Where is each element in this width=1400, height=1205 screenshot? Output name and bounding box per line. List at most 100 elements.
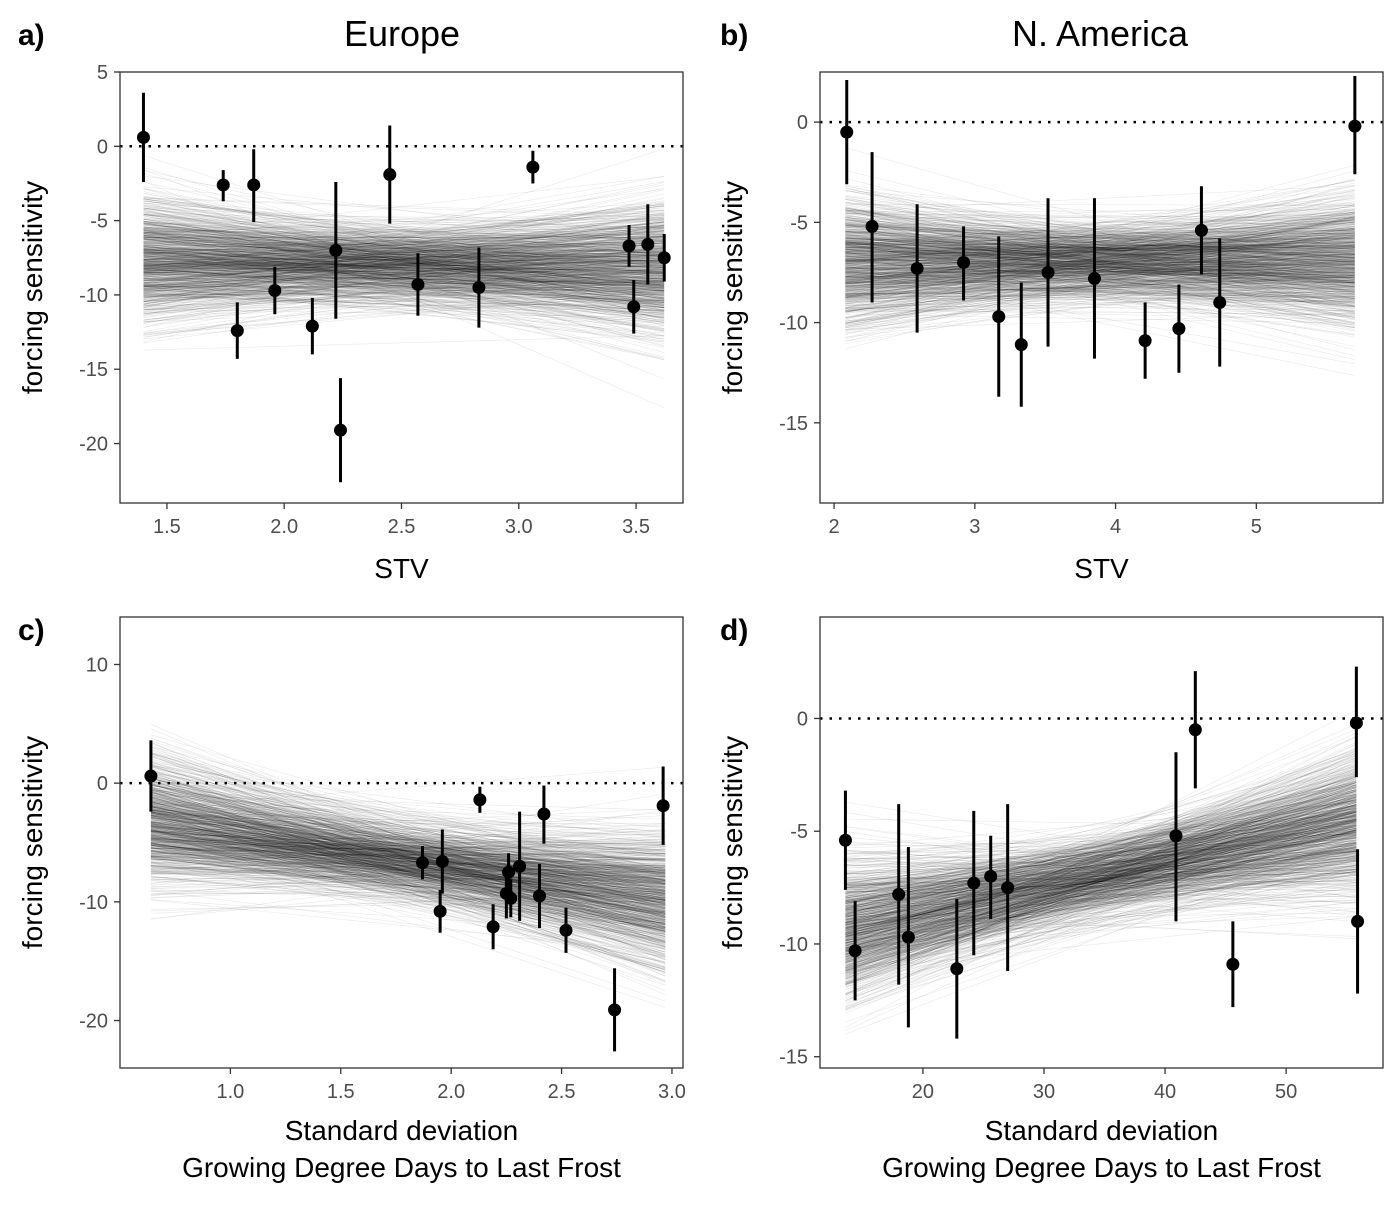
x-tick-label: 4 [1110, 516, 1121, 538]
x-axis-title: STV [1074, 553, 1129, 584]
point-marker [866, 220, 879, 233]
y-axis-title: forcing sensitivity [17, 181, 48, 394]
panel-b: 2 3 4 5 0 -5 -10 -15 b) N. America STV forcing sens… [717, 13, 1383, 584]
point-marker [957, 256, 970, 269]
panel-tag: a) [18, 19, 45, 52]
point-marker [334, 424, 347, 437]
data-point [1189, 671, 1202, 788]
x-axis-subtitle: Growing Degree Days to Last Frost [182, 1152, 621, 1183]
point-marker [306, 320, 319, 333]
point-marker [526, 161, 539, 174]
y-tick-label: -20 [79, 434, 108, 456]
x-tick-label: 3.0 [658, 1081, 686, 1103]
data-point [839, 791, 852, 890]
x-tick-label: 2 [829, 516, 840, 538]
point-marker [231, 324, 244, 337]
y-tick-label: -10 [79, 892, 108, 914]
data-point [334, 378, 347, 482]
point-marker [268, 284, 281, 297]
x-tick-label: 40 [1154, 1081, 1176, 1103]
x-tick-label: 1.5 [153, 516, 181, 538]
y-tick-label: 5 [97, 62, 108, 84]
data-point [473, 787, 486, 813]
x-tick-label: 1.0 [216, 1081, 244, 1103]
panel-tag: d) [720, 614, 748, 647]
x-tick-label: 1.5 [327, 1081, 355, 1103]
point-marker [1350, 716, 1363, 729]
x-axis-title: Standard deviation [285, 1115, 519, 1146]
x-tick-label: 3 [969, 516, 980, 538]
point-marker [504, 892, 517, 905]
y-tick-label: -15 [779, 413, 808, 435]
y-tick-label: 0 [97, 136, 108, 158]
point-marker [1042, 266, 1055, 279]
point-marker [1001, 881, 1014, 894]
data-point [840, 80, 853, 184]
x-axis-title: STV [374, 553, 429, 584]
data-point [217, 170, 230, 201]
x-tick-label: 3.0 [505, 516, 533, 538]
point-marker [416, 856, 429, 869]
y-tick-label: -15 [79, 359, 108, 381]
data-point [1350, 667, 1363, 777]
point-marker [1088, 272, 1101, 285]
point-marker [411, 278, 424, 291]
x-tick-label: 2.0 [270, 516, 298, 538]
y-tick-label: -10 [779, 934, 808, 956]
point-marker [473, 793, 486, 806]
panel-tag: b) [720, 19, 748, 52]
point-marker [383, 168, 396, 181]
y-tick-label: -5 [790, 821, 808, 843]
point-marker [849, 944, 862, 957]
point-marker [487, 920, 500, 933]
point-marker [658, 251, 671, 264]
y-tick-label: -5 [90, 211, 108, 233]
point-marker [1172, 322, 1185, 335]
y-axis-title: forcing sensitivity [717, 736, 748, 949]
point-marker [911, 262, 924, 275]
point-marker [657, 799, 670, 812]
point-marker [984, 870, 997, 883]
y-tick-label: 0 [97, 773, 108, 795]
data-point [1348, 76, 1361, 174]
point-marker [950, 962, 963, 975]
point-marker [1139, 334, 1152, 347]
panel-title: N. America [1012, 13, 1189, 54]
point-marker [839, 834, 852, 847]
posterior-draws [845, 148, 1355, 376]
point-marker [608, 1003, 621, 1016]
y-tick-label: 0 [797, 112, 808, 134]
point-marker [892, 888, 905, 901]
data-point [1139, 303, 1152, 379]
posterior-draws [845, 710, 1356, 1034]
point-marker [533, 889, 546, 902]
point-marker [623, 239, 636, 252]
y-tick-label: 0 [797, 708, 808, 730]
point-marker [1169, 829, 1182, 842]
point-marker [1189, 723, 1202, 736]
x-tick-label: 2.5 [548, 1081, 576, 1103]
x-tick-label: 5 [1251, 516, 1262, 538]
x-tick-label: 2.5 [388, 516, 416, 538]
point-marker [627, 300, 640, 313]
point-marker [537, 808, 550, 821]
point-marker [1348, 120, 1361, 133]
data-point [1226, 921, 1239, 1007]
data-point [526, 151, 539, 184]
point-marker [1351, 915, 1364, 928]
y-tick-label: -10 [79, 285, 108, 307]
y-tick-label: -5 [790, 212, 808, 234]
point-marker [902, 931, 915, 944]
point-marker [1226, 958, 1239, 971]
y-tick-label: -10 [779, 313, 808, 335]
data-point [608, 968, 621, 1051]
panel-tag: c) [18, 614, 45, 647]
point-marker [559, 924, 572, 937]
x-tick-label: 20 [912, 1081, 934, 1103]
y-axis-title: forcing sensitivity [717, 181, 748, 394]
